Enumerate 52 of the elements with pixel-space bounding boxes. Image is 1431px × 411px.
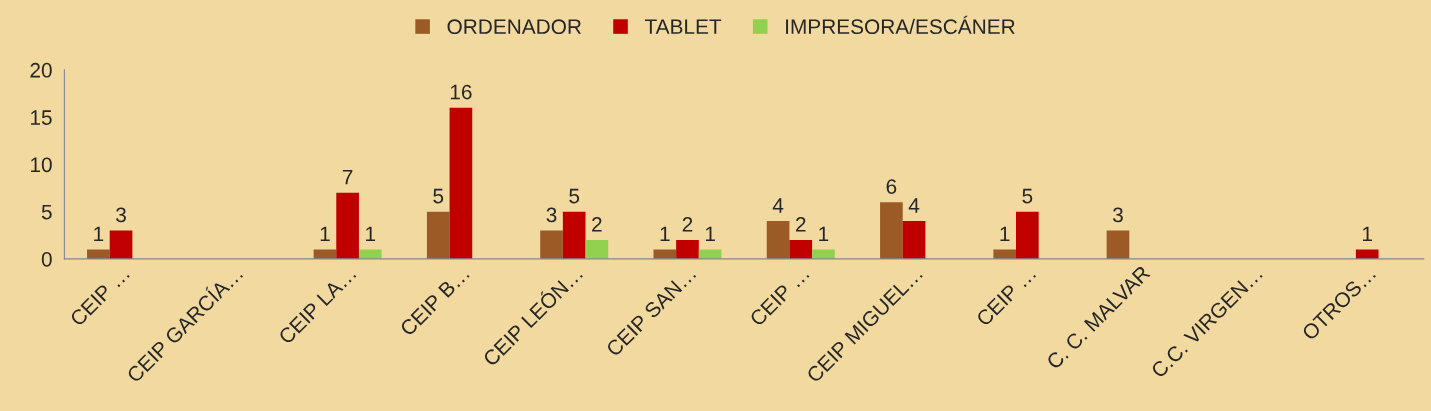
data-label: 3 <box>116 207 126 223</box>
data-label: 4 <box>772 198 784 213</box>
data-label: 1 <box>660 226 670 241</box>
bar <box>449 107 473 259</box>
bar <box>676 240 699 259</box>
bar <box>789 240 813 259</box>
data-label: 1 <box>819 226 829 241</box>
data-label: 3 <box>546 207 557 223</box>
bar <box>358 249 382 259</box>
bar <box>336 192 359 259</box>
data-label: 7 <box>342 169 353 185</box>
y-tick-label: 10 <box>31 157 52 173</box>
bar <box>585 240 609 259</box>
bar <box>653 249 677 259</box>
data-label: 5 <box>569 188 580 204</box>
legend-label: IMPRESORA/ESCÁNER <box>786 15 1015 35</box>
bar <box>1355 249 1379 259</box>
y-tick-label: 0 <box>41 251 52 267</box>
data-label: 4 <box>908 198 920 213</box>
y-tick-label: 20 <box>30 62 52 78</box>
bar <box>766 221 790 259</box>
legend-label: TABLET <box>644 19 722 34</box>
bar <box>109 230 133 259</box>
bar <box>540 230 563 259</box>
bar <box>698 249 722 259</box>
data-label: 5 <box>1022 188 1033 204</box>
data-label: 2 <box>592 216 602 232</box>
data-label: 1 <box>1000 226 1010 241</box>
data-label: 5 <box>433 188 444 204</box>
data-label: 1 <box>94 226 104 241</box>
bar <box>562 211 586 259</box>
bar <box>993 249 1017 259</box>
bar <box>812 249 835 259</box>
y-tick-label: 15 <box>31 110 52 125</box>
data-label: 3 <box>1112 207 1123 223</box>
data-label: 1 <box>705 226 715 241</box>
data-label: 16 <box>450 84 472 100</box>
bar <box>313 249 337 259</box>
data-label: 2 <box>796 216 806 232</box>
data-label: 2 <box>682 216 693 232</box>
y-tick-label: 5 <box>41 204 52 220</box>
legend-label: ORDENADOR <box>447 19 582 35</box>
data-label: 1 <box>366 226 376 241</box>
data-label: 1 <box>1363 226 1372 241</box>
bar <box>87 249 110 259</box>
data-label: 1 <box>320 226 330 241</box>
bar <box>902 221 926 259</box>
bar <box>1016 211 1039 259</box>
data-label: 6 <box>886 179 897 194</box>
bar <box>1106 230 1130 259</box>
bar <box>880 202 903 259</box>
bar <box>426 211 450 259</box>
